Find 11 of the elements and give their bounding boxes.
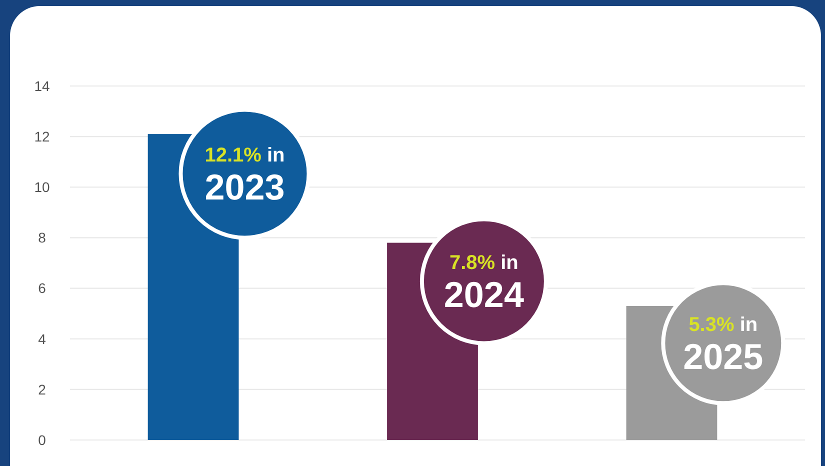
y-tick-label: 0 (38, 432, 46, 448)
data-label: 12.1% in 2023 (204, 144, 285, 208)
y-tick-label: 10 (34, 179, 50, 196)
y-tick-label: 2 (38, 381, 46, 398)
data-label: 5.3% in 2025 (683, 314, 764, 378)
y-tick-label: 6 (38, 280, 46, 296)
y-tick-label: 8 (38, 230, 46, 246)
y-tick-label: 14 (34, 78, 50, 94)
data-label: 7.8% in 2024 (444, 252, 524, 316)
y-tick-label: 4 (38, 330, 46, 347)
y-tick-label: 12 (34, 128, 50, 144)
